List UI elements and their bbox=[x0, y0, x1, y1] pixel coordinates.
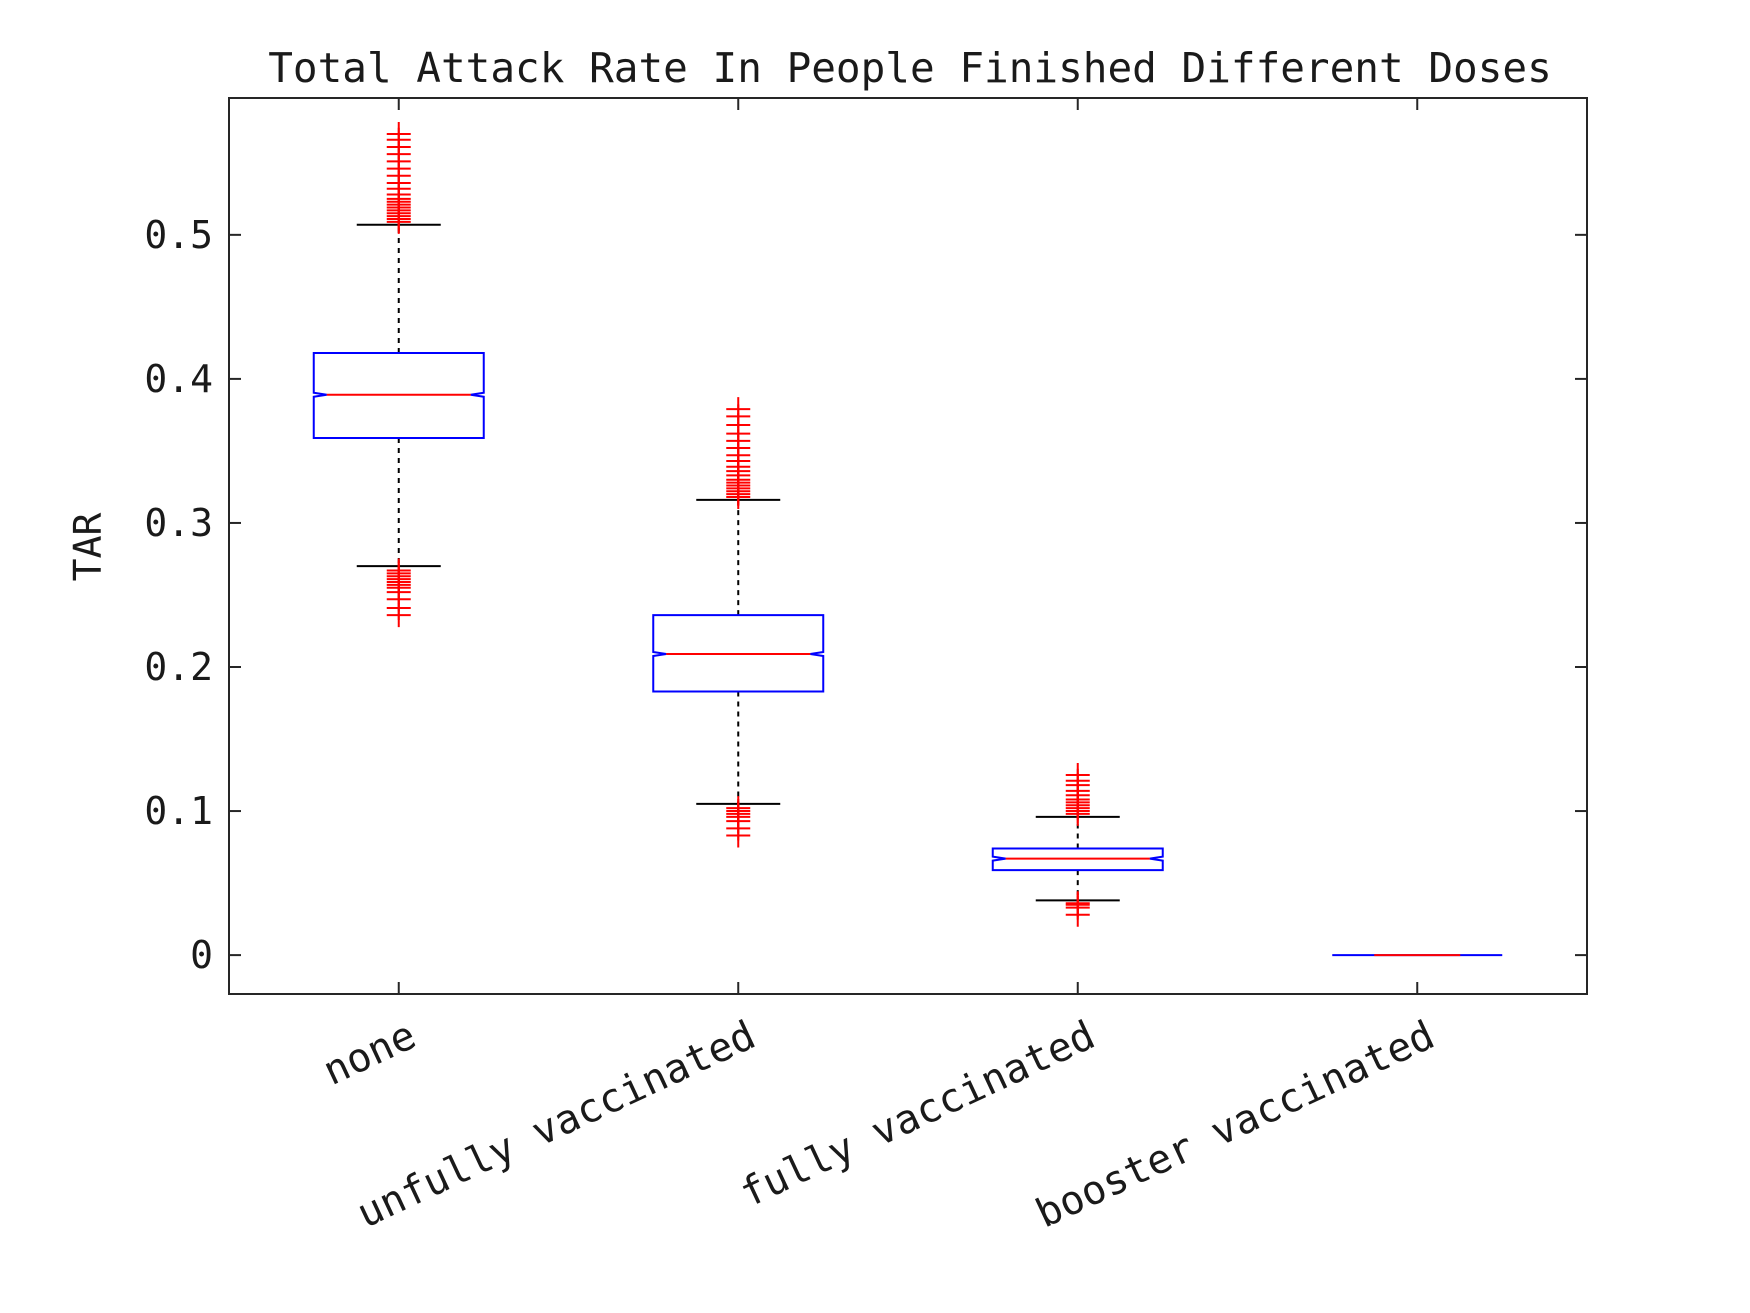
y-tick-label: 0.5 bbox=[144, 213, 213, 257]
y-axis-label: TAR bbox=[66, 513, 110, 582]
y-tick-label: 0.2 bbox=[144, 645, 213, 689]
chart-title: Total Attack Rate In People Finished Dif… bbox=[268, 44, 1552, 92]
y-tick-label: 0.4 bbox=[144, 357, 213, 401]
x-tick-label: fully vaccinated bbox=[733, 1012, 1102, 1217]
box-body bbox=[991, 847, 1164, 872]
y-tick-label: 0.1 bbox=[144, 789, 213, 833]
outlier-point bbox=[726, 397, 751, 422]
y-tick-label: 0 bbox=[190, 933, 213, 977]
box-body bbox=[652, 614, 825, 693]
box-fully-vaccinated bbox=[991, 763, 1164, 927]
outlier-point bbox=[726, 796, 751, 821]
plot-area-frame bbox=[228, 97, 1588, 995]
outlier-point bbox=[386, 558, 411, 583]
box-body bbox=[312, 351, 485, 439]
x-tick-label: none bbox=[316, 1012, 423, 1094]
outlier-point bbox=[1065, 891, 1090, 916]
y-tick-label: 0.3 bbox=[144, 501, 213, 545]
outlier-point bbox=[386, 122, 411, 147]
box-none bbox=[312, 122, 485, 628]
box-series bbox=[312, 122, 1503, 957]
outlier-point bbox=[1065, 763, 1090, 788]
box-unfully-vaccinated bbox=[652, 397, 825, 848]
